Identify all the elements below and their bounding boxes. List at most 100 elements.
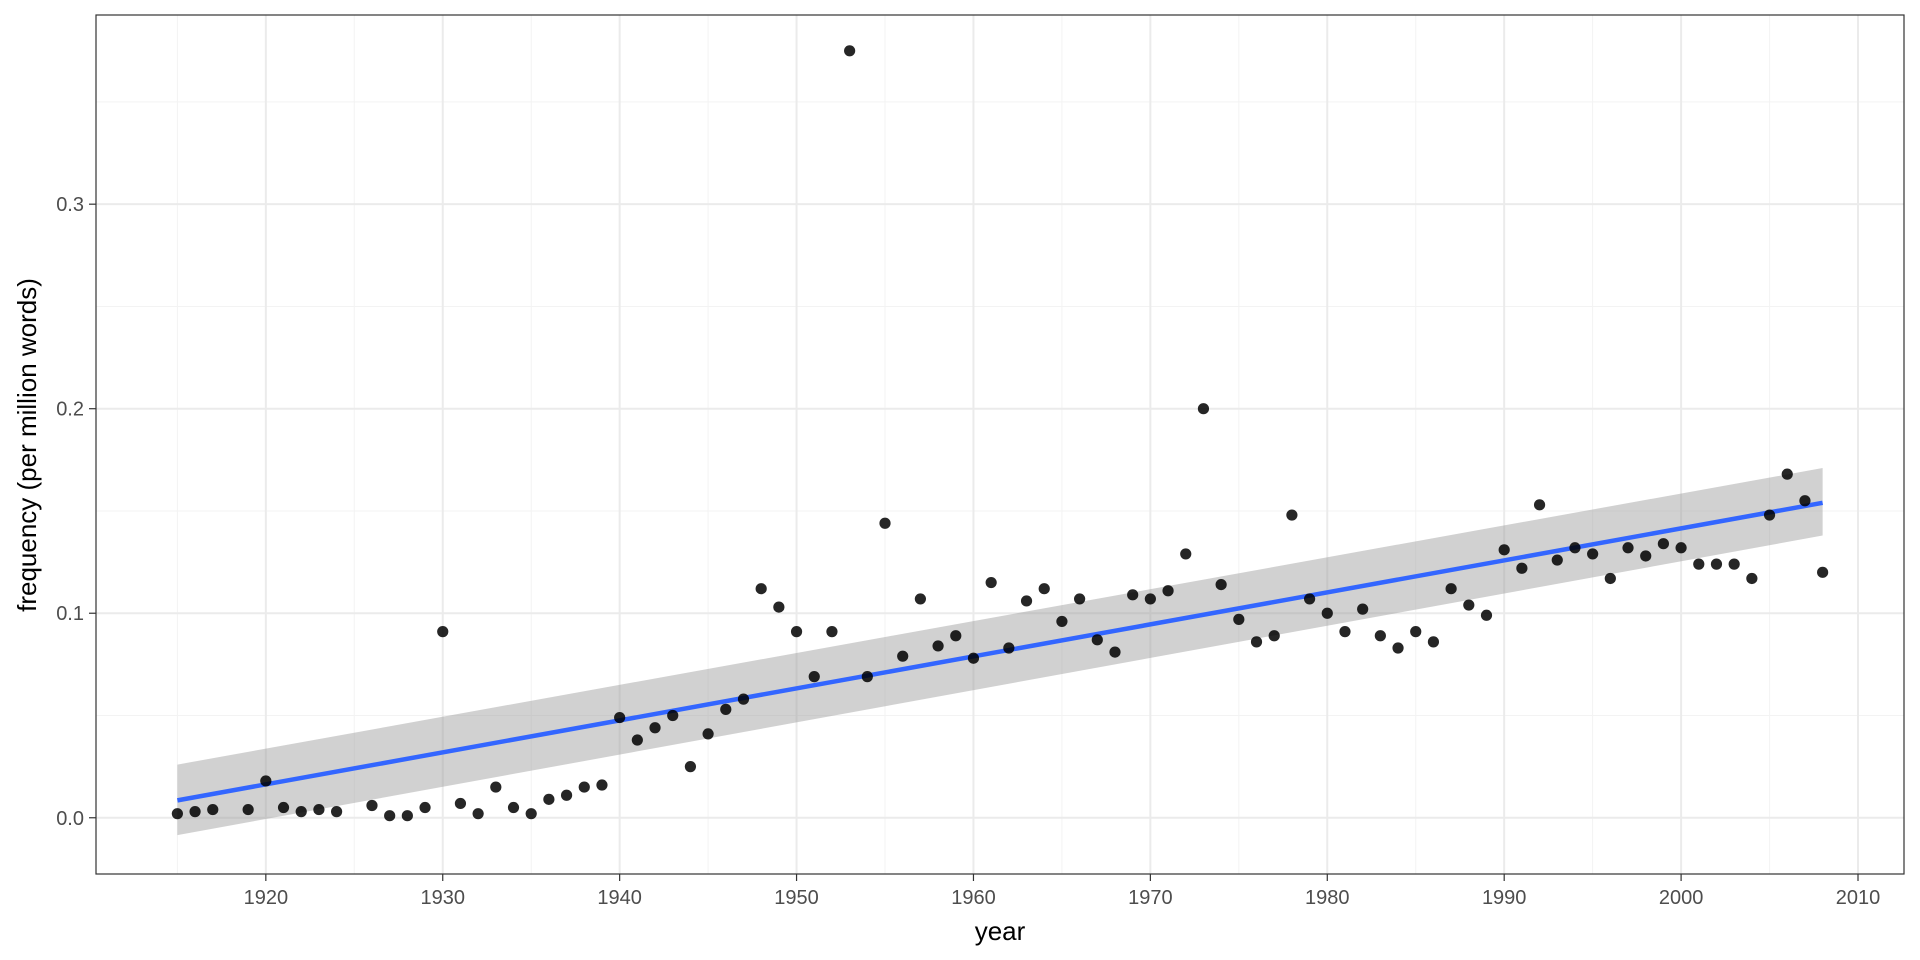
data-point — [1746, 572, 1758, 585]
data-point — [1516, 562, 1528, 574]
data-point — [773, 601, 785, 613]
data-point — [1268, 630, 1280, 642]
data-points — [171, 45, 1829, 822]
x-tick-label: 1960 — [951, 887, 996, 909]
data-point — [330, 806, 343, 818]
data-point — [631, 734, 643, 746]
data-point — [207, 803, 219, 816]
data-point — [277, 801, 290, 814]
data-point — [1144, 593, 1156, 605]
data-point — [614, 711, 626, 724]
data-point — [1640, 550, 1652, 562]
data-point — [1162, 585, 1174, 597]
panel-border — [95, 14, 1905, 875]
data-point — [1604, 572, 1616, 585]
data-point — [490, 781, 502, 793]
data-point — [384, 810, 396, 822]
data-point — [985, 576, 997, 589]
data-point — [242, 803, 254, 816]
data-point — [950, 630, 962, 642]
data-point — [1321, 607, 1333, 619]
data-point — [1817, 566, 1829, 578]
data-point — [737, 693, 750, 705]
data-point — [1286, 509, 1298, 521]
data-point — [1091, 634, 1103, 646]
data-point — [808, 671, 820, 683]
y-tick-label: 0.0 — [56, 808, 84, 830]
data-point — [1781, 468, 1793, 480]
data-point — [419, 801, 431, 814]
y-axis-title: frequency (per million words) — [12, 278, 42, 612]
data-point — [1038, 583, 1050, 595]
data-point — [1127, 589, 1139, 601]
data-point — [1074, 593, 1086, 605]
y-axis-ticks: 0.0 0.1 0.2 0.3 — [56, 194, 96, 830]
x-tick-label: 1970 — [1128, 887, 1173, 909]
x-tick-label: 2000 — [1659, 887, 1704, 909]
data-point — [932, 640, 944, 652]
data-point — [260, 775, 272, 787]
data-point — [1569, 542, 1581, 554]
data-point — [596, 779, 608, 791]
data-point — [1551, 554, 1563, 566]
data-point — [914, 593, 926, 605]
data-point — [313, 803, 325, 816]
x-tick-label: 2010 — [1836, 887, 1881, 909]
data-point — [1693, 558, 1705, 570]
y-tick-label: 0.2 — [56, 399, 84, 421]
data-point — [667, 709, 679, 722]
data-point — [1197, 403, 1210, 415]
data-point — [560, 789, 573, 801]
data-point — [454, 797, 467, 810]
y-tick-label: 0.1 — [56, 603, 84, 625]
x-tick-label: 1930 — [420, 887, 465, 909]
data-point — [1020, 595, 1033, 607]
minor-gridlines — [96, 15, 1904, 874]
data-point — [1357, 603, 1369, 615]
y-tick-label: 0.3 — [56, 194, 84, 216]
data-point — [826, 626, 838, 638]
data-point — [525, 808, 537, 820]
data-point — [1233, 613, 1245, 625]
data-point — [1498, 544, 1510, 556]
data-point — [755, 583, 767, 595]
data-point — [1657, 538, 1670, 550]
data-point — [649, 722, 661, 734]
x-tick-label: 1920 — [244, 887, 289, 909]
data-point — [437, 626, 449, 638]
data-point — [1587, 548, 1599, 560]
data-point — [1675, 542, 1687, 554]
data-point — [1056, 615, 1068, 628]
x-tick-label: 1980 — [1305, 887, 1350, 909]
data-point — [720, 703, 732, 715]
data-point — [1445, 583, 1457, 595]
data-point — [1463, 599, 1475, 611]
data-point — [1250, 636, 1263, 648]
data-point — [472, 808, 484, 820]
data-point — [1480, 609, 1493, 621]
data-point — [1392, 642, 1404, 654]
data-point — [967, 652, 980, 664]
data-point — [189, 806, 201, 818]
data-point — [879, 517, 891, 529]
x-tick-label: 1990 — [1482, 887, 1527, 909]
data-point — [1533, 499, 1546, 511]
data-point — [171, 808, 183, 820]
data-point — [897, 650, 909, 662]
data-point — [1710, 558, 1723, 570]
data-point — [366, 799, 378, 812]
data-point — [844, 45, 856, 57]
data-point — [1180, 548, 1192, 560]
data-point — [684, 761, 697, 773]
data-point — [1799, 495, 1811, 507]
data-point — [790, 626, 803, 638]
data-point — [295, 806, 307, 818]
data-point — [578, 781, 590, 793]
major-gridlines — [96, 15, 1904, 874]
data-point — [1003, 642, 1015, 654]
data-point — [1763, 509, 1776, 521]
data-point — [543, 793, 555, 805]
data-point — [1339, 626, 1351, 638]
